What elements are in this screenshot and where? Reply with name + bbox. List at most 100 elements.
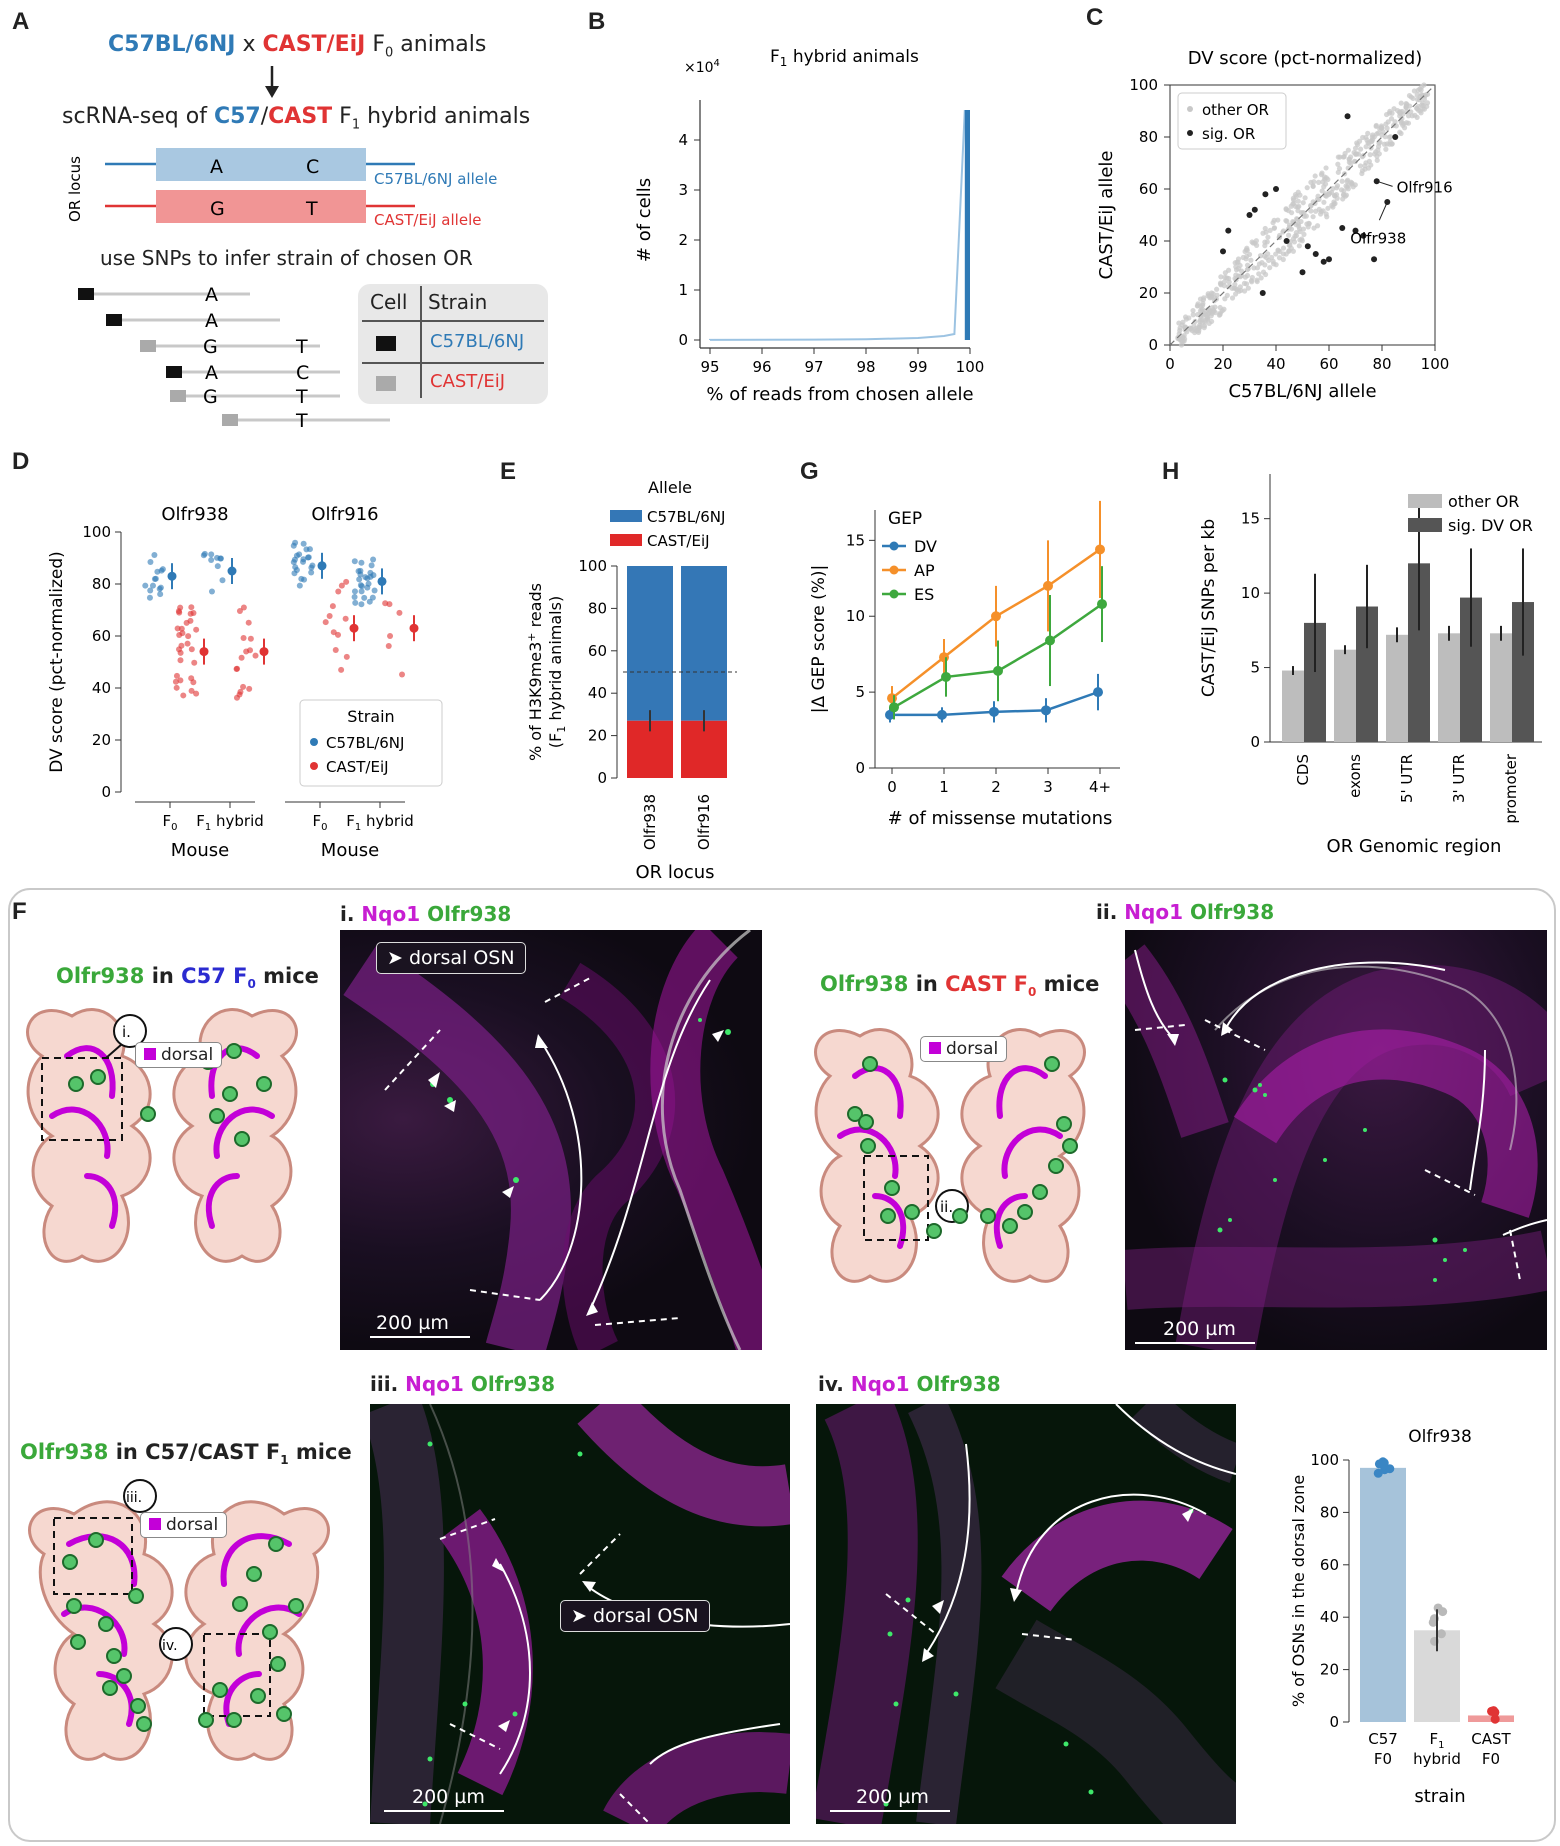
chart-d-point bbox=[342, 615, 349, 622]
chart-d-point bbox=[399, 671, 406, 678]
chart-c-ytick: 40 bbox=[1139, 232, 1158, 250]
cross-c57: C57BL/6NJ bbox=[108, 32, 236, 57]
scale-bar-ii bbox=[1135, 1342, 1255, 1344]
scrna-slash: / bbox=[260, 104, 269, 129]
chart-e-ytick: 20 bbox=[588, 727, 607, 745]
chart-c-sig-point bbox=[1246, 212, 1253, 218]
chart-c-other-point bbox=[1351, 149, 1357, 156]
chart-c-other-point bbox=[1198, 304, 1204, 310]
f1-title-end: mice bbox=[288, 1440, 352, 1464]
c57-allele-label: C57BL/6NJ allele bbox=[374, 170, 497, 188]
chart-h-xtick: exons bbox=[1346, 754, 1364, 798]
chart-c-ytick: 0 bbox=[1148, 336, 1158, 354]
chart-d-point bbox=[326, 612, 333, 619]
chart-g-ytick: 5 bbox=[855, 683, 865, 701]
chart-d-legend-label: CAST/EiJ bbox=[326, 758, 389, 776]
panel-f-frame bbox=[8, 888, 1556, 1842]
chart-d-point bbox=[188, 646, 195, 653]
cast-allele-label: CAST/EiJ allele bbox=[374, 211, 481, 229]
chart-d-point bbox=[177, 677, 184, 684]
chart-c-other-point bbox=[1301, 231, 1307, 237]
chart-g-point bbox=[993, 665, 1003, 676]
chart-c-other-point bbox=[1354, 140, 1360, 146]
chart-c-other-point bbox=[1190, 307, 1196, 314]
chart-h-legend-swatch bbox=[1408, 518, 1442, 532]
chart-c: DV score (pct-normalized) 0 20 40 60 80 100 0 20… bbox=[1096, 48, 1453, 402]
chart-c-other-point bbox=[1363, 144, 1369, 150]
chart-c-other-point bbox=[1338, 187, 1345, 193]
c57-title-sub: 0 bbox=[247, 977, 256, 992]
chart-d-point bbox=[191, 659, 198, 666]
chart-c-other-point bbox=[1415, 87, 1421, 93]
chart-d-point bbox=[369, 594, 376, 601]
chart-d-point bbox=[217, 555, 224, 562]
chart-c-sig-point bbox=[1220, 248, 1226, 255]
chart-c-ytick: 80 bbox=[1139, 128, 1158, 146]
table-row1-strain: C57BL/6NJ bbox=[430, 331, 525, 352]
chart-h-bar bbox=[1304, 622, 1326, 742]
chart-c-other-point bbox=[1262, 271, 1269, 278]
chart-c-other-point bbox=[1295, 198, 1301, 204]
nasal-diagram-cast: ii. bbox=[814, 1028, 1086, 1283]
micro-iv-title: iv. Nqo1 Olfr938 bbox=[818, 1372, 1001, 1396]
chart-c-other-point bbox=[1217, 311, 1223, 318]
chart-f-point bbox=[1436, 1629, 1446, 1639]
dorsal-legend-f1-label: dorsal bbox=[166, 1515, 219, 1535]
chart-g-ylabel: |Δ GEP score (%)| bbox=[809, 565, 829, 714]
chart-c-other-point bbox=[1293, 230, 1299, 236]
chart-d-point bbox=[142, 582, 149, 589]
chart-c-other-point bbox=[1244, 267, 1250, 273]
chart-c-other-point bbox=[1271, 225, 1277, 231]
chart-g-xtick: 1 bbox=[939, 778, 949, 796]
chart-d-point bbox=[219, 577, 226, 584]
cast-diagram-title: Olfr938 in CAST F0 mice bbox=[820, 972, 1099, 999]
chart-c-other-point bbox=[1417, 108, 1423, 114]
f1-title-in: in C57/CAST F bbox=[108, 1440, 281, 1464]
chart-c-other-point bbox=[1217, 280, 1224, 286]
chart-c-other-point bbox=[1249, 239, 1255, 245]
chart-h-bar bbox=[1460, 597, 1482, 742]
scale-label-iv: 200 µm bbox=[856, 1786, 929, 1808]
chart-d-point bbox=[183, 619, 190, 626]
chart-c-other-point bbox=[1214, 292, 1220, 298]
chart-d-point bbox=[208, 551, 215, 558]
chart-h-ytick: 5 bbox=[1250, 659, 1260, 677]
chart-d-point bbox=[190, 609, 197, 616]
chart-c-other-point bbox=[1405, 113, 1412, 119]
chart-e-xtick: Olfr938 bbox=[641, 794, 659, 850]
chart-h-xtick: 3' UTR bbox=[1450, 754, 1468, 803]
snp-a-label: A bbox=[210, 156, 223, 178]
chart-c-other-point bbox=[1350, 184, 1356, 190]
chart-c-other-point bbox=[1357, 146, 1364, 152]
chart-d-point bbox=[304, 554, 311, 561]
chart-b-xtick: 99 bbox=[908, 358, 927, 376]
down-arrow-icon bbox=[265, 66, 279, 98]
chart-c-sig-point bbox=[1326, 256, 1332, 263]
chart-c-other-point bbox=[1254, 265, 1261, 271]
chart-e-ytick: 100 bbox=[578, 557, 607, 575]
chart-g-point bbox=[939, 652, 949, 663]
read5-snp-t: T bbox=[295, 386, 308, 408]
chart-b-ytick: 2 bbox=[678, 231, 688, 249]
chart-h-bar bbox=[1408, 563, 1430, 742]
chart-c-other-point bbox=[1365, 130, 1371, 136]
chart-c-other-point bbox=[1321, 184, 1327, 190]
chart-d: 0 20 40 60 80 100 Olfr938 F0 F1 hybrid Mouse Olfr9… bbox=[47, 504, 443, 861]
chart-d-point bbox=[177, 604, 184, 611]
chart-c-other-point bbox=[1283, 206, 1289, 212]
chart-b-ylabel: # of cells bbox=[634, 178, 655, 262]
chart-d-legend-title: Strain bbox=[347, 707, 394, 726]
chart-d-point bbox=[335, 588, 342, 595]
chart-c-other-point bbox=[1280, 245, 1287, 251]
chart-g-legend-label: DV bbox=[914, 537, 937, 556]
chart-d-point bbox=[371, 587, 378, 594]
chart-b-xtick: 95 bbox=[700, 358, 719, 376]
chart-c-other-point bbox=[1210, 291, 1216, 297]
chart-f-ytick: 40 bbox=[1320, 1608, 1339, 1626]
chart-c-other-point bbox=[1295, 208, 1301, 214]
micro-iv-nqo1: Nqo1 bbox=[850, 1372, 910, 1396]
chart-c-sig-point bbox=[1344, 113, 1351, 120]
chart-c-other-point bbox=[1249, 274, 1255, 281]
chart-d-point bbox=[177, 657, 184, 664]
chart-c-other-point bbox=[1180, 334, 1186, 340]
